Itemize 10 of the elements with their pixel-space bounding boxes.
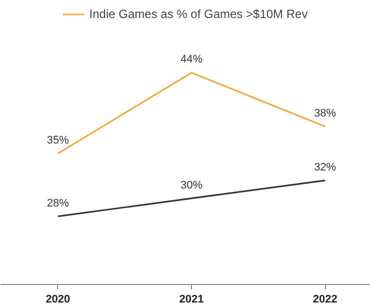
x-tick-label: 2022 <box>312 294 338 305</box>
data-label: 32% <box>314 161 336 174</box>
x-tick-label: 2020 <box>46 294 70 305</box>
data-label: 38% <box>314 108 336 120</box>
x-tick-label: 2021 <box>179 294 204 305</box>
data-label: 28% <box>46 197 70 210</box>
legend-label: Indie Games as % of Games >$10M Rev <box>89 7 308 21</box>
data-label: 30% <box>180 179 203 192</box>
data-label: 44% <box>180 54 203 66</box>
data-label: 35% <box>46 134 70 146</box>
